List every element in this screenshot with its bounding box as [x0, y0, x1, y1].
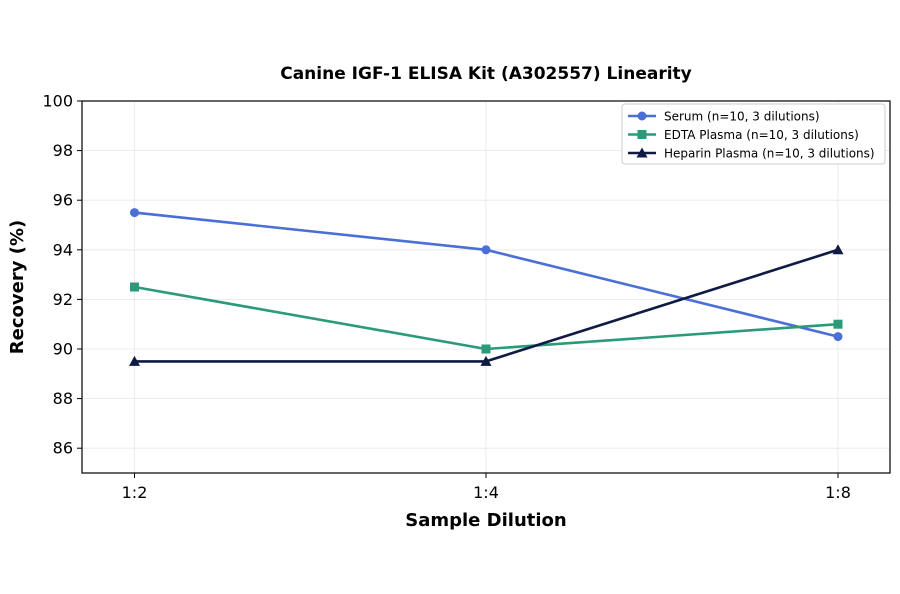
y-tick-label: 96 — [53, 191, 73, 210]
data-point — [833, 332, 843, 342]
y-axis-label: Recovery (%) — [7, 220, 28, 354]
data-point — [480, 355, 492, 366]
legend-label: Heparin Plasma (n=10, 3 dilutions) — [664, 147, 875, 161]
legend-entry: Serum (n=10, 3 dilutions) — [628, 110, 820, 124]
data-point — [129, 355, 140, 366]
x-tick-label: 1:8 — [825, 483, 851, 502]
legend-marker — [637, 130, 647, 139]
data-point — [481, 344, 491, 354]
legend-label: Serum (n=10, 3 dilutions) — [664, 110, 820, 124]
chart-title: Canine IGF-1 ELISA Kit (A302557) Lineari… — [280, 64, 692, 84]
legend-entry: EDTA Plasma (n=10, 3 dilutions) — [628, 128, 859, 142]
series-layer — [129, 208, 844, 366]
legend: Serum (n=10, 3 dilutions) EDTA Plasma (n=… — [621, 103, 886, 165]
series-1 — [130, 208, 843, 342]
x-axis-label: Sample Dilution — [405, 510, 566, 531]
y-axis-ticks: 86 88 90 92 94 96 98 100 — [42, 92, 82, 458]
series-2 — [130, 282, 843, 354]
data-point — [130, 208, 139, 218]
x-tick-label: 1:4 — [473, 483, 499, 502]
y-tick-label: 90 — [53, 340, 73, 359]
y-tick-label: 92 — [53, 290, 73, 309]
y-tick-label: 88 — [53, 389, 73, 408]
legend-entry: Heparin Plasma (n=10, 3 dilutions) — [628, 147, 875, 161]
x-tick-label: 1:2 — [122, 483, 148, 502]
x-axis-ticks: 1:2 1:4 1:8 — [122, 473, 851, 502]
series-3 — [129, 244, 844, 366]
y-tick-label: 98 — [53, 141, 73, 160]
y-tick-label: 94 — [53, 240, 73, 259]
y-tick-label: 86 — [53, 439, 73, 458]
legend-marker — [636, 147, 648, 158]
legend-box — [621, 103, 886, 165]
legend-marker — [637, 111, 647, 121]
data-point — [130, 282, 139, 292]
y-tick-label: 100 — [42, 92, 73, 111]
data-point — [481, 245, 491, 255]
legend-label: EDTA Plasma (n=10, 3 dilutions) — [664, 128, 859, 142]
data-point — [832, 244, 844, 255]
data-point — [833, 319, 843, 329]
